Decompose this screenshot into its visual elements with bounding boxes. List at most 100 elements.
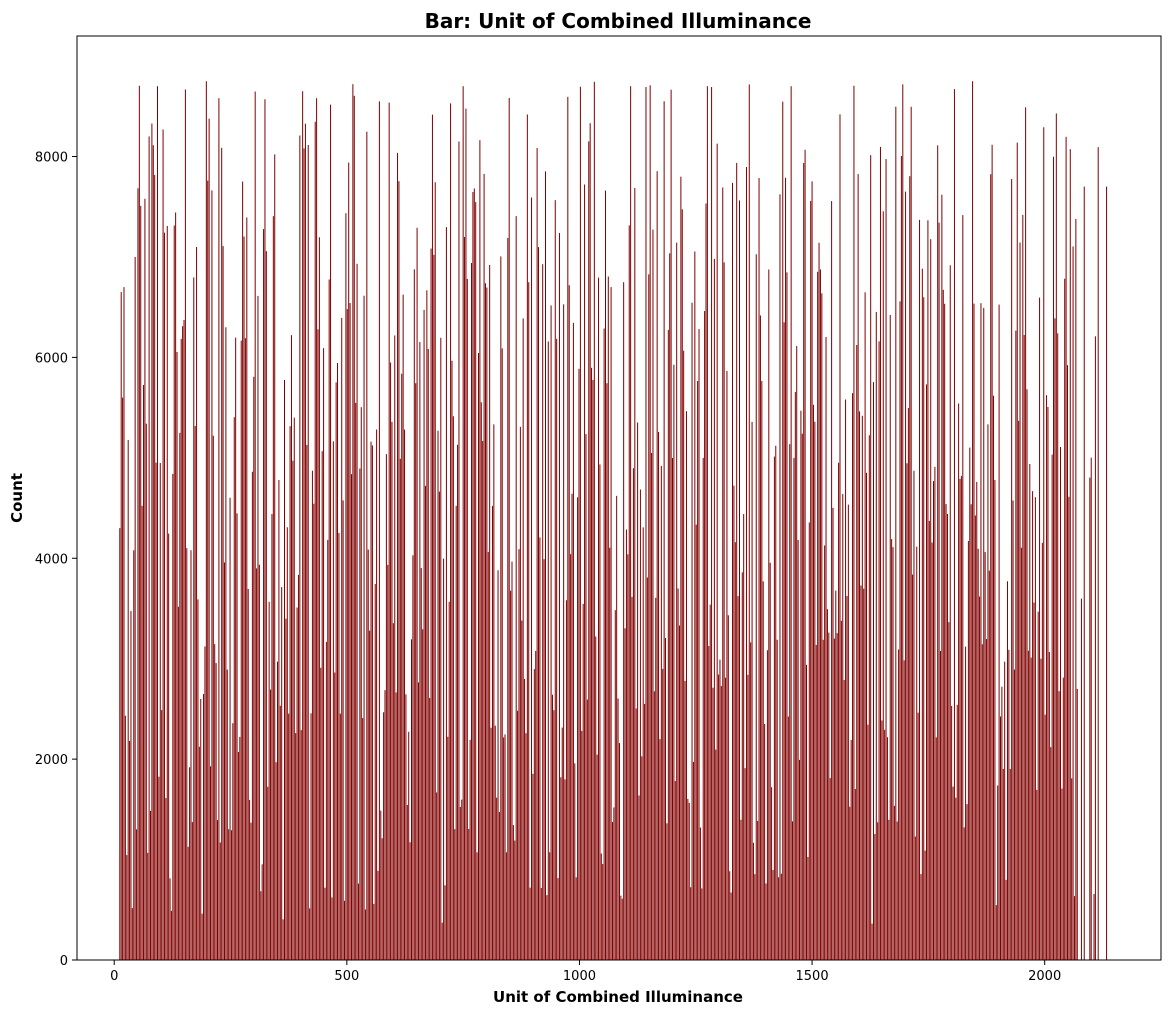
bar bbox=[785, 177, 787, 960]
bar bbox=[829, 778, 831, 960]
bar bbox=[712, 687, 714, 960]
bar bbox=[152, 145, 154, 961]
bar bbox=[764, 724, 766, 960]
bar bbox=[313, 503, 315, 960]
bar bbox=[480, 402, 482, 960]
bar bbox=[941, 194, 943, 960]
bar bbox=[282, 919, 284, 960]
bar bbox=[871, 923, 873, 960]
bar bbox=[606, 383, 608, 961]
bar bbox=[491, 505, 493, 960]
bar bbox=[346, 309, 348, 960]
bar bbox=[609, 547, 611, 960]
bar bbox=[1006, 581, 1008, 960]
y-tick-label: 4000 bbox=[35, 552, 68, 567]
bar bbox=[1033, 602, 1035, 960]
bar bbox=[251, 471, 253, 960]
bar bbox=[952, 786, 954, 960]
bar bbox=[981, 644, 983, 960]
bar bbox=[817, 271, 819, 960]
bar bbox=[186, 548, 188, 960]
bar bbox=[990, 174, 992, 960]
bar bbox=[320, 667, 322, 960]
bar bbox=[544, 171, 546, 960]
bar bbox=[524, 678, 526, 960]
bar bbox=[1039, 297, 1041, 961]
bar bbox=[222, 246, 224, 960]
bar bbox=[187, 846, 189, 960]
bar bbox=[498, 811, 500, 960]
bar bbox=[984, 552, 986, 960]
bar bbox=[233, 417, 235, 960]
bar bbox=[359, 468, 361, 960]
bar bbox=[235, 337, 237, 960]
bar bbox=[905, 191, 907, 960]
bar bbox=[503, 737, 505, 960]
bar bbox=[983, 307, 985, 960]
bar bbox=[550, 305, 552, 960]
bar bbox=[748, 84, 750, 960]
bar bbox=[387, 564, 389, 960]
bar bbox=[237, 751, 239, 960]
bar bbox=[392, 623, 394, 960]
bar bbox=[794, 392, 796, 960]
plot-frame bbox=[76, 35, 1162, 961]
bar bbox=[257, 295, 259, 960]
bar bbox=[494, 725, 496, 960]
bar bbox=[758, 178, 760, 960]
bar bbox=[430, 248, 432, 960]
bar bbox=[210, 766, 212, 960]
bar bbox=[850, 740, 852, 960]
bar bbox=[902, 84, 904, 960]
bar bbox=[335, 382, 337, 960]
bar bbox=[634, 188, 636, 960]
bar bbox=[946, 514, 948, 960]
bar bbox=[431, 114, 433, 960]
bar bbox=[328, 279, 330, 960]
bar bbox=[808, 522, 810, 960]
bar bbox=[374, 584, 376, 960]
bar bbox=[268, 601, 270, 960]
bar bbox=[370, 441, 372, 960]
bar bbox=[942, 289, 944, 960]
bar bbox=[1001, 686, 1003, 960]
bar bbox=[928, 520, 930, 960]
bar bbox=[505, 852, 507, 960]
bar bbox=[711, 87, 713, 961]
bar bbox=[592, 379, 594, 960]
bar bbox=[771, 787, 773, 960]
bar bbox=[747, 674, 749, 960]
bar bbox=[842, 494, 844, 960]
bar bbox=[270, 689, 272, 960]
bar bbox=[838, 462, 840, 960]
bar bbox=[769, 562, 771, 960]
bar bbox=[412, 555, 414, 960]
bar bbox=[916, 546, 918, 960]
bar bbox=[955, 797, 957, 960]
bar bbox=[225, 327, 227, 960]
bar bbox=[526, 114, 528, 961]
bar bbox=[956, 704, 958, 960]
bar bbox=[469, 739, 471, 960]
bar bbox=[353, 95, 355, 961]
bar bbox=[345, 213, 347, 960]
bar bbox=[878, 341, 880, 961]
bar bbox=[214, 644, 216, 960]
bar bbox=[338, 532, 340, 960]
bar bbox=[745, 166, 747, 960]
bar bbox=[310, 713, 312, 960]
bar bbox=[825, 336, 827, 960]
bar bbox=[812, 404, 814, 960]
bar bbox=[1004, 661, 1006, 960]
bar bbox=[197, 599, 199, 960]
bar bbox=[295, 733, 297, 960]
bar bbox=[254, 91, 256, 960]
bar bbox=[1002, 768, 1004, 960]
bar bbox=[882, 211, 884, 961]
bar bbox=[879, 146, 881, 961]
bar bbox=[963, 827, 965, 960]
bar bbox=[253, 376, 255, 960]
bar bbox=[219, 842, 221, 960]
bar bbox=[1106, 186, 1108, 960]
